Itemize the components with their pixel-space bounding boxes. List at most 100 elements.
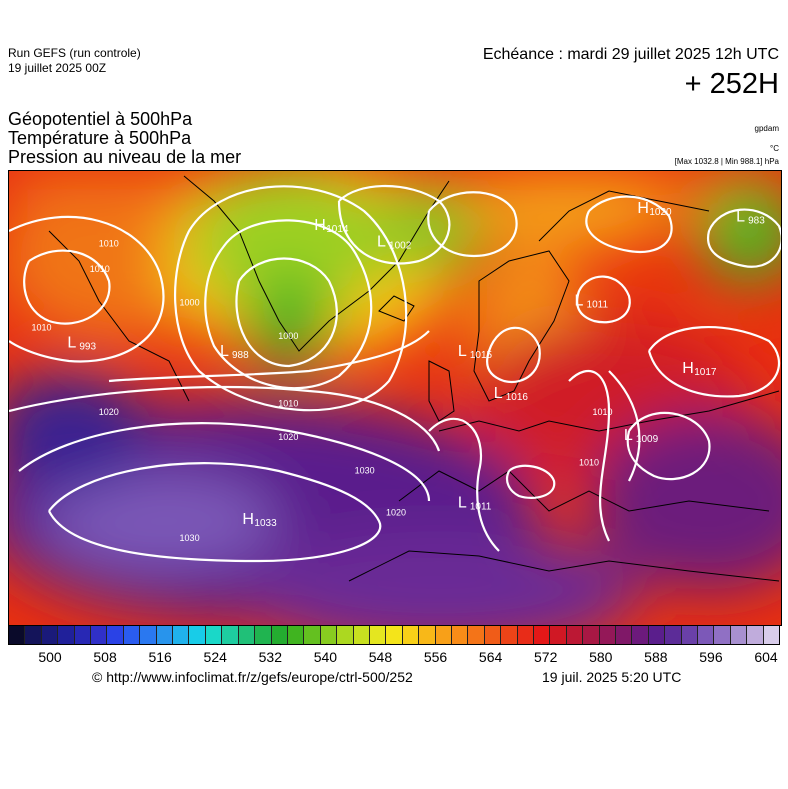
colorbar-swatch	[386, 626, 403, 644]
colorbar-swatch	[173, 626, 190, 644]
isobar-label: 1020	[386, 508, 406, 518]
colorbar-swatch	[419, 626, 436, 644]
isobar-label: 1010	[99, 239, 119, 249]
colorbar-tick-label: 588	[644, 649, 668, 665]
isobar-labels: 1010 1010 1010 1000 1000 1010 1020 1020 1030 1030…	[31, 239, 612, 543]
colorbar-swatch	[714, 626, 731, 644]
low-pressure-center: L 988	[220, 343, 249, 361]
colorbar-swatch	[763, 626, 780, 644]
center-value: 1016	[506, 392, 529, 403]
colorbar-swatch	[140, 626, 157, 644]
isobar-label: 1030	[180, 533, 200, 543]
colorbar-swatch	[550, 626, 567, 644]
copyright-link[interactable]: © http://www.infoclimat.fr/z/gefs/europe…	[92, 669, 413, 685]
colorbar-swatch	[9, 626, 26, 644]
high-pressure-center: H 1033	[242, 511, 277, 529]
isobar-label: 1000	[180, 298, 200, 308]
colorbar-tick-label: 572	[534, 649, 558, 665]
center-value: 1033	[254, 518, 277, 529]
colorbar-swatch	[599, 626, 617, 644]
center-value: 1014	[326, 224, 349, 235]
isobar-label: 1010	[31, 323, 51, 333]
center-letter: L	[494, 385, 503, 402]
colorbar-swatch	[369, 626, 387, 644]
colorbar-swatch	[517, 626, 534, 644]
colorbar-swatch	[238, 626, 256, 644]
colorbar-tick-label: 540	[313, 649, 338, 665]
colorbar-swatch	[353, 626, 370, 644]
weather-map: 1010 1010 1010 1000 1000 1010 1020 1020 1030 1030…	[9, 171, 781, 625]
isobar-label: 1020	[99, 407, 119, 417]
map-panel: 1010 1010 1010 1000 1000 1010 1020 1020 1030 1030…	[8, 170, 782, 626]
low-pressure-center: L 1009	[624, 427, 659, 445]
center-letter: L	[220, 343, 229, 360]
isobars	[9, 185, 781, 563]
forecast-valid-time: Echéance : mardi 29 juillet 2025 12h UTC	[482, 46, 779, 63]
center-value: 1011	[587, 300, 609, 311]
center-value: 1020	[649, 207, 672, 218]
colorbar-swatch	[402, 626, 420, 644]
colorbar-swatch	[468, 626, 485, 644]
colorbar-swatch	[74, 626, 92, 644]
low-pressure-center: L 1011	[575, 293, 609, 311]
colorbar-swatch	[205, 626, 223, 644]
high-pressure-center: H 1014	[314, 217, 349, 235]
colorbar-swatch	[435, 626, 452, 644]
colorbar-swatch	[337, 626, 354, 644]
colorbar-tick-label: 556	[423, 649, 448, 665]
colorbar-swatch	[501, 626, 518, 644]
colorbar-tick-label: 524	[203, 649, 227, 665]
center-value: 1002	[389, 241, 412, 252]
center-value: 993	[79, 342, 96, 353]
unit-gpdam: gpdam	[754, 124, 779, 133]
field-temperature: Température à 500hPa	[8, 128, 192, 148]
high-pressure-center: H 1020	[637, 200, 672, 218]
center-letter: H	[637, 200, 649, 217]
colorbar-tick-label: 532	[258, 649, 282, 665]
center-value: 1011	[470, 501, 492, 512]
field-mslp: Pression au niveau de la mer	[8, 147, 242, 167]
colorbar-swatch	[41, 626, 59, 644]
colorbar-tick-label: 500	[38, 649, 62, 665]
isobar-label: 1010	[592, 407, 612, 417]
high-pressure-center: H 1017	[682, 360, 717, 378]
colorbar-swatch	[616, 626, 633, 644]
colorbar-swatch	[107, 626, 124, 644]
colorbar-tick-label: 564	[478, 649, 503, 665]
pressure-range-note: [Max 1032.8 | Min 988.1] hPa	[674, 157, 779, 166]
isobar-label: 1010	[278, 398, 298, 408]
unit-celsius: °C	[770, 144, 779, 153]
center-value: 983	[748, 215, 765, 226]
isobar-label: 1010	[90, 264, 110, 274]
colorbar-swatch	[583, 626, 600, 644]
field-geopotential: Géopotentiel à 500hPa	[8, 109, 193, 129]
colorbar-swatch	[534, 626, 551, 644]
isobar-label: 1030	[355, 466, 375, 476]
low-pressure-center: L 993	[67, 335, 96, 353]
center-letter: L	[458, 494, 467, 511]
isobar-label: 1020	[278, 432, 298, 442]
center-letter: L	[624, 427, 633, 444]
colorbar-swatch	[58, 626, 75, 644]
colorbar-ticks: 500 508 516 524 532 540 548 556 564 572 580 588 596 6…	[8, 649, 780, 667]
generated-time: 19 juil. 2025 5:20 UTC	[542, 669, 682, 685]
center-letter: L	[575, 293, 584, 310]
colorbar-swatch	[123, 626, 141, 644]
colorbar-swatch	[255, 626, 272, 644]
colorbar-swatch	[271, 626, 288, 644]
low-pressure-center: L 1002	[377, 234, 412, 252]
colorbar-tick-label: 516	[148, 649, 172, 665]
colorbar-tick-label: 596	[699, 649, 723, 665]
colorbar-swatch	[566, 626, 584, 644]
low-pressure-center: L 1015	[458, 343, 493, 361]
center-letter: L	[377, 234, 386, 251]
run-title: Run GEFS (run controle)	[8, 46, 141, 60]
lead-time: + 252H	[684, 68, 779, 100]
isobar-label: 1000	[278, 331, 298, 341]
isobar-label: 1010	[579, 457, 599, 467]
colorbar	[8, 625, 780, 645]
colorbar-swatch	[484, 626, 502, 644]
low-pressure-center: L 1011	[458, 494, 492, 512]
colorbar-swatch	[25, 626, 42, 644]
